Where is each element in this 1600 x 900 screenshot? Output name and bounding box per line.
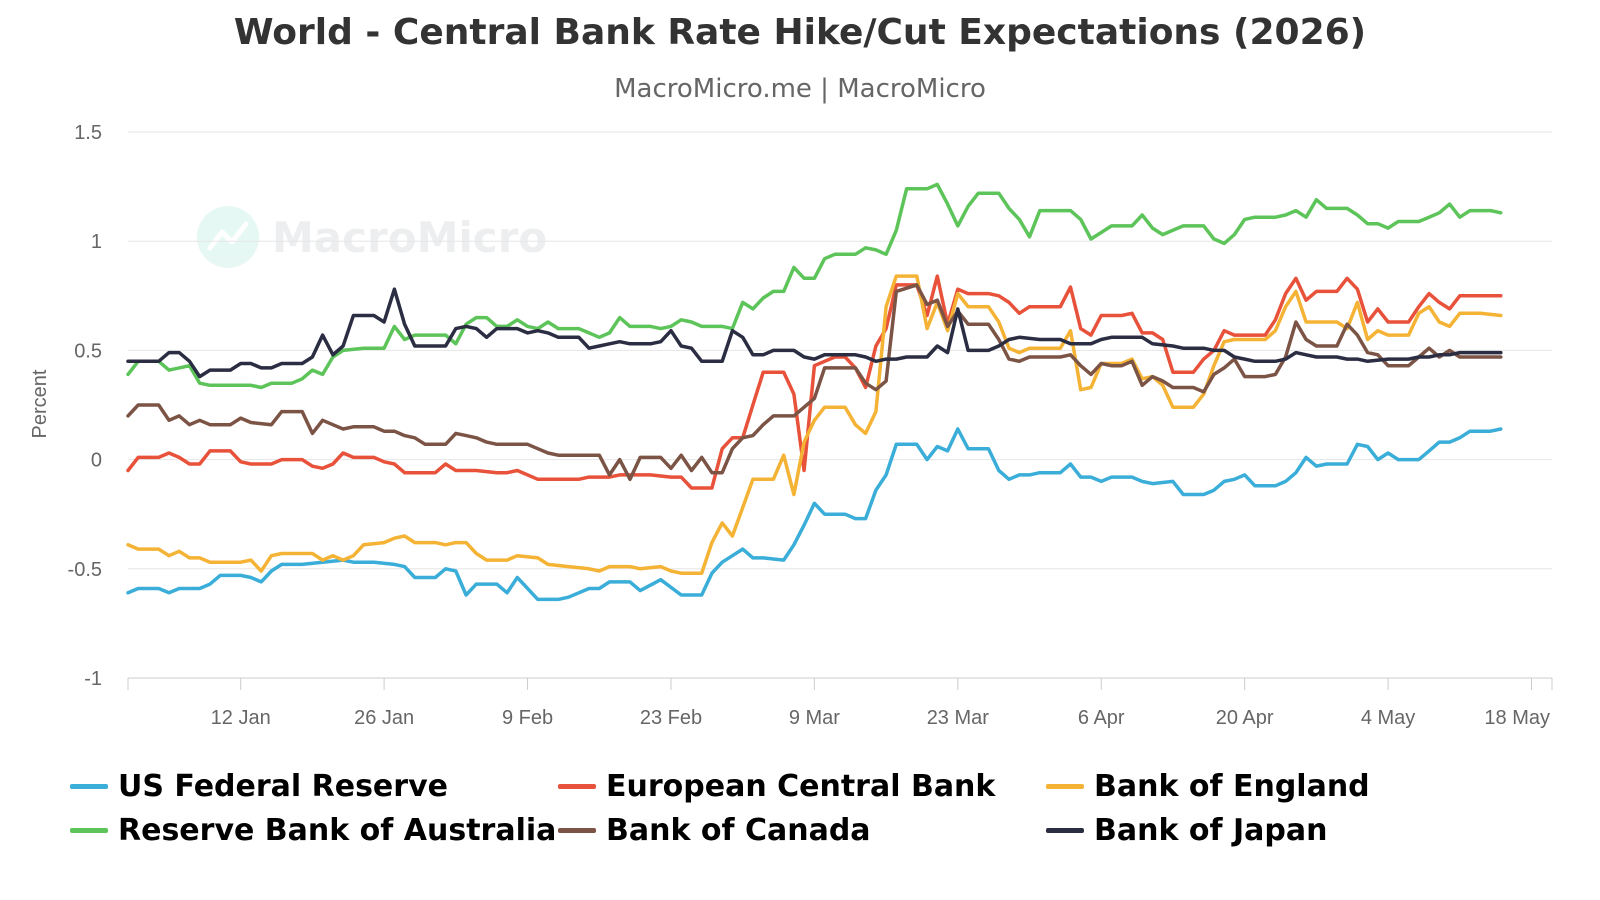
series-line: [126, 274, 1503, 490]
legend-label: Bank of England: [1094, 768, 1370, 804]
watermark: MacroMicro: [197, 206, 547, 268]
legend-label: Bank of Canada: [606, 812, 871, 848]
x-axis: 12 Jan 26 Jan 9 Feb 23 Feb 9 Mar 23 Mar 6 Apr 2…: [127, 677, 1553, 729]
legend-swatch: [70, 827, 108, 833]
legend-swatch: [558, 827, 596, 833]
x-tick-label: 18 May: [1484, 707, 1550, 729]
legend-label: US Federal Reserve: [118, 768, 448, 804]
legend-item[interactable]: Reserve Bank of Australia: [70, 810, 556, 850]
legend-item[interactable]: Bank of Japan: [1046, 810, 1327, 850]
watermark-text: MacroMicro: [272, 213, 547, 262]
x-tick-label: 4 May: [1361, 707, 1415, 729]
x-tick-label: 26 Jan: [354, 707, 414, 729]
series-line: [126, 427, 1503, 602]
legend-item[interactable]: US Federal Reserve: [70, 766, 448, 806]
x-tick-label: 9 Mar: [789, 707, 840, 729]
series-line: [126, 283, 1503, 482]
series-line: [126, 287, 1503, 379]
y-tick-label: 1: [91, 231, 102, 253]
series-line: [126, 274, 1503, 575]
legend-item[interactable]: Bank of England: [1046, 766, 1370, 806]
x-tick-label: 20 Apr: [1216, 707, 1274, 729]
y-tick-label: -0.5: [68, 559, 102, 581]
chart-logo-icon-stroke: [207, 221, 249, 251]
x-tick-label: 23 Feb: [640, 707, 702, 729]
legend-swatch: [558, 783, 596, 789]
x-tick-label: 23 Mar: [927, 707, 990, 729]
legend-swatch: [70, 783, 108, 789]
legend-label: Reserve Bank of Australia: [118, 812, 557, 848]
x-tick-label: 6 Apr: [1078, 707, 1125, 729]
y-tick-label: 1.5: [74, 122, 102, 144]
y-tick-label: 0: [91, 450, 102, 472]
y-tick-label: -1: [84, 668, 102, 690]
legend-label: Bank of Japan: [1094, 812, 1328, 848]
series-lines: [126, 182, 1503, 602]
legend-item[interactable]: Bank of Canada: [558, 810, 871, 850]
series-line: [126, 182, 1503, 390]
legend-label: European Central Bank: [606, 768, 996, 804]
legend-swatch: [1046, 827, 1084, 833]
x-tick-label: 9 Feb: [502, 707, 553, 729]
legend-swatch: [1046, 783, 1084, 789]
y-tick-label: 0.5: [74, 340, 102, 362]
x-tick-label: 12 Jan: [211, 707, 271, 729]
chart-subtitle: MacroMicro.me | MacroMicro: [614, 74, 986, 104]
y-axis-label: Percent: [29, 369, 51, 438]
legend-item[interactable]: European Central Bank: [558, 766, 995, 806]
y-axis-ticks: -1 -0.5 0 0.5 1 1.5: [68, 122, 102, 690]
chart-logo-icon: [197, 206, 259, 268]
chart-title: World - Central Bank Rate Hike/Cut Expec…: [233, 12, 1367, 53]
